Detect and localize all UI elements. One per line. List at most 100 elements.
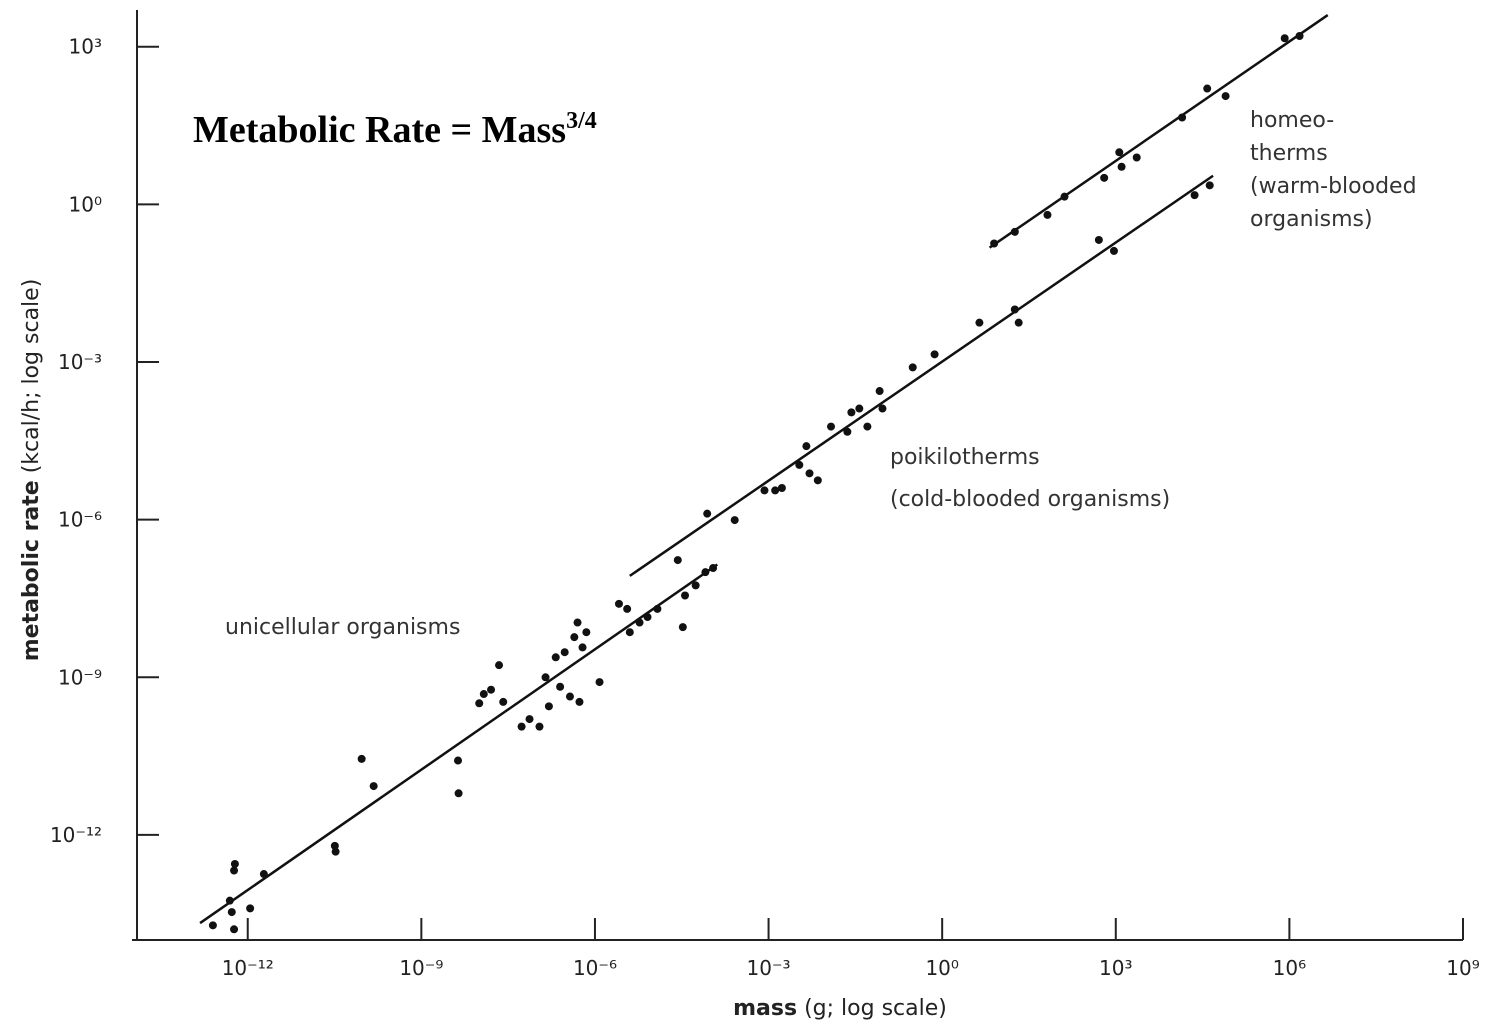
data-point bbox=[692, 581, 700, 589]
data-point bbox=[455, 789, 463, 797]
data-point bbox=[1206, 181, 1214, 189]
data-point bbox=[795, 461, 803, 469]
data-point bbox=[806, 469, 814, 477]
data-point bbox=[542, 673, 550, 681]
fit-line bbox=[630, 176, 1213, 576]
data-point bbox=[681, 591, 689, 599]
chart: Metabolic Rate = Mass3/4 mass (g; log sc… bbox=[0, 0, 1491, 1025]
data-point bbox=[1011, 305, 1019, 313]
data-point bbox=[626, 628, 634, 636]
data-point bbox=[552, 653, 560, 661]
x-tick-label: 10⁻⁶ bbox=[573, 956, 617, 980]
y-tick-label: 10⁰ bbox=[69, 192, 102, 216]
data-point bbox=[596, 678, 604, 686]
data-point bbox=[876, 387, 884, 395]
data-point bbox=[209, 921, 217, 929]
y-tick-label: 10⁻⁶ bbox=[58, 508, 102, 532]
data-point bbox=[1203, 85, 1211, 93]
y-tick-label: 10⁻¹² bbox=[50, 823, 102, 847]
data-point bbox=[1061, 193, 1069, 201]
data-point bbox=[226, 897, 234, 905]
data-point bbox=[1118, 163, 1126, 171]
data-point bbox=[518, 723, 526, 731]
x-tick-label: 10⁻⁹ bbox=[399, 956, 443, 980]
annotation: organisms) bbox=[1250, 207, 1373, 232]
y-tick-label: 10⁻³ bbox=[58, 350, 102, 374]
y-tick-label: 10³ bbox=[69, 35, 102, 59]
y-label-unit: (kcal/h; log scale) bbox=[19, 279, 44, 474]
x-tick-label: 10⁹ bbox=[1446, 956, 1479, 980]
data-point bbox=[1110, 247, 1118, 255]
data-point bbox=[579, 643, 587, 651]
data-point bbox=[1133, 153, 1141, 161]
data-point bbox=[878, 405, 886, 413]
data-point bbox=[556, 683, 564, 691]
x-label-unit: (g; log scale) bbox=[804, 996, 947, 1021]
data-point bbox=[566, 693, 574, 701]
annotation: unicellular organisms bbox=[225, 615, 460, 640]
data-point bbox=[570, 633, 578, 641]
data-point bbox=[863, 423, 871, 431]
y-label-main: metabolic rate bbox=[19, 480, 44, 661]
data-point bbox=[1296, 32, 1304, 40]
data-point bbox=[644, 613, 652, 621]
data-point bbox=[260, 870, 268, 878]
x-tick-label: 10⁻¹² bbox=[222, 956, 274, 980]
x-tick-label: 10⁻³ bbox=[747, 956, 791, 980]
annotation: homeo- bbox=[1250, 108, 1334, 133]
data-point bbox=[487, 686, 495, 694]
data-point bbox=[843, 428, 851, 436]
data-point bbox=[1281, 34, 1289, 42]
data-point bbox=[480, 690, 488, 698]
data-point bbox=[703, 510, 711, 518]
data-point bbox=[230, 925, 238, 933]
data-point bbox=[802, 442, 810, 450]
data-point bbox=[975, 319, 983, 327]
data-point bbox=[1178, 113, 1186, 121]
x-axis-label: mass (g; log scale) bbox=[733, 996, 947, 1021]
data-point bbox=[246, 904, 254, 912]
data-point bbox=[526, 715, 534, 723]
data-point bbox=[1100, 174, 1108, 182]
data-point bbox=[814, 476, 822, 484]
data-point bbox=[475, 699, 483, 707]
data-point bbox=[545, 702, 553, 710]
data-point bbox=[1115, 148, 1123, 156]
data-point bbox=[615, 600, 623, 608]
y-tick-label: 10⁻⁹ bbox=[58, 665, 102, 689]
data-point bbox=[990, 239, 998, 247]
data-point bbox=[931, 350, 939, 358]
data-point bbox=[731, 516, 739, 524]
data-point bbox=[1095, 236, 1103, 244]
data-point bbox=[1011, 228, 1019, 236]
data-point bbox=[228, 908, 236, 916]
data-point bbox=[561, 648, 569, 656]
data-point bbox=[499, 698, 507, 706]
data-point bbox=[1222, 92, 1230, 100]
annotation: therms bbox=[1250, 141, 1328, 166]
title-exponent: 3/4 bbox=[566, 108, 597, 134]
x-tick-label: 10⁰ bbox=[925, 956, 958, 980]
annotation: poikilotherms bbox=[890, 445, 1040, 470]
data-point bbox=[909, 363, 917, 371]
data-point bbox=[535, 723, 543, 731]
data-point bbox=[827, 423, 835, 431]
annotation: (cold-blooded organisms) bbox=[890, 487, 1170, 512]
data-point bbox=[760, 486, 768, 494]
annotation: (warm-blooded bbox=[1250, 174, 1417, 199]
data-point bbox=[454, 757, 462, 765]
data-point bbox=[1015, 319, 1023, 327]
data-point bbox=[370, 782, 378, 790]
data-point bbox=[778, 484, 786, 492]
data-point bbox=[575, 698, 583, 706]
data-point bbox=[582, 628, 590, 636]
data-point bbox=[855, 405, 863, 413]
y-axis-label: metabolic rate (kcal/h; log scale) bbox=[19, 279, 44, 662]
data-point bbox=[636, 619, 644, 627]
chart-title: Metabolic Rate = Mass3/4 bbox=[193, 108, 597, 151]
data-point bbox=[653, 605, 661, 613]
data-point bbox=[231, 860, 239, 868]
title-text: Metabolic Rate = Mass bbox=[193, 109, 566, 151]
data-point bbox=[709, 564, 717, 572]
x-tick-label: 10⁶ bbox=[1273, 956, 1306, 980]
